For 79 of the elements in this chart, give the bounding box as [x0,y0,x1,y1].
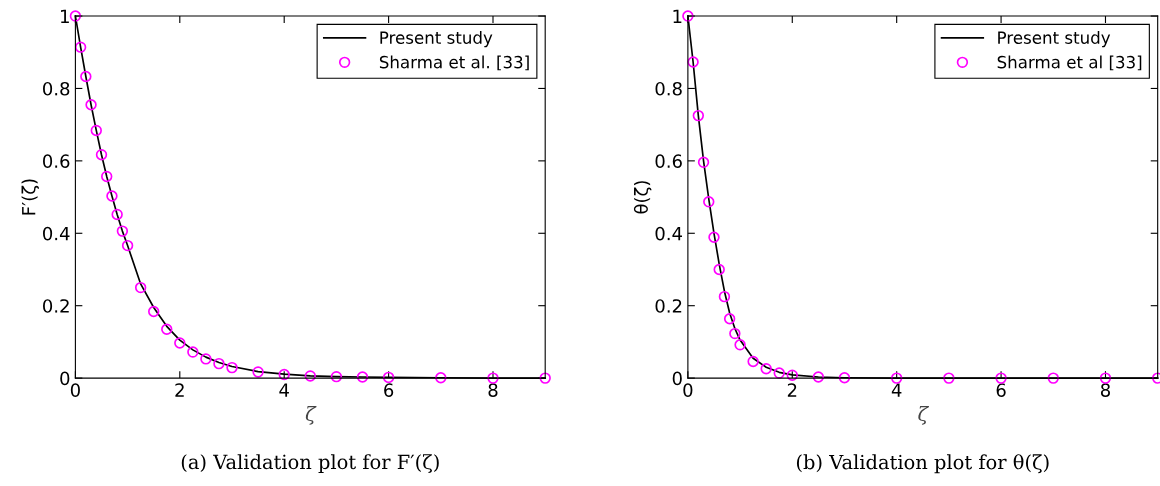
x-tick-label: 0 [683,383,693,397]
legend-label: Sharma et al. [33] [379,55,529,71]
text: (b) Validation plot for θ(ζ) [796,454,1049,474]
point [760,362,772,375]
point [890,372,903,384]
y-tick-label: 0.8 [655,81,682,96]
point [161,323,173,335]
point [304,370,316,382]
y-tick-label: 0.4 [655,226,683,241]
y-tick-label: 0.6 [655,154,682,168]
y-tick-label: 0.2 [655,299,682,313]
x-tick-label: 8 [488,383,498,397]
point [435,372,447,384]
text: (a) Validation plot for F′(ζ) [181,454,439,473]
y-tick-label: 0 [672,371,682,386]
point [80,70,92,83]
x-tick-label: 2 [787,383,797,397]
x-axis-title: ζ [918,406,930,425]
y-axis-title: F′(ζ) [21,179,40,215]
point [101,170,113,183]
x-axis-title: ζ [305,406,317,425]
y-tick-label: 0.8 [43,81,70,96]
legend-label: Sharma et al [33] [997,55,1142,71]
point [330,370,343,383]
point [95,149,108,161]
point [382,371,395,384]
point [85,99,97,111]
legend-label: Present study [998,31,1111,48]
x-tick-label: 8 [1100,383,1110,397]
point [713,263,725,276]
x-tick-label: 6 [384,383,394,397]
point [703,196,715,208]
point [773,367,785,379]
x-tick-label: 4 [279,383,289,397]
point [718,290,731,303]
point [121,239,134,252]
point [174,337,186,349]
y-tick-label: 0.2 [43,299,69,313]
x-tick-label: 6 [996,383,1006,397]
point [708,231,720,243]
y-tick-label: 0 [60,371,70,386]
y-tick-label: 1 [61,9,69,23]
point [148,305,160,318]
point [734,339,746,351]
point [1099,372,1112,384]
y-tick-label: 0.6 [43,154,70,168]
point [74,41,87,53]
point [213,357,225,370]
point [812,371,825,383]
point [487,372,499,384]
point [90,124,102,137]
x-tick-label: 0 [70,383,80,397]
point [200,353,212,365]
y-tick-label: 0.4 [43,226,70,241]
point [226,361,238,374]
point [995,372,1007,384]
x-tick-label: 2 [175,383,184,397]
point [134,281,147,294]
point [116,225,129,237]
point [106,190,118,202]
point [729,327,741,340]
y-tick-label: 1 [673,9,682,23]
point [697,156,710,169]
point [1047,372,1059,384]
point [187,346,199,358]
point [943,372,955,384]
point [747,355,759,368]
point [111,208,123,221]
x-tick-label: 4 [891,383,902,397]
point [723,313,736,325]
point [252,366,264,378]
point [278,368,290,381]
point [786,369,798,381]
point [356,371,369,383]
point [687,56,699,68]
y-axis-title: θ(ζ) [633,181,652,214]
point [838,372,851,384]
point [692,109,705,122]
legend-label: Present study [380,31,493,48]
